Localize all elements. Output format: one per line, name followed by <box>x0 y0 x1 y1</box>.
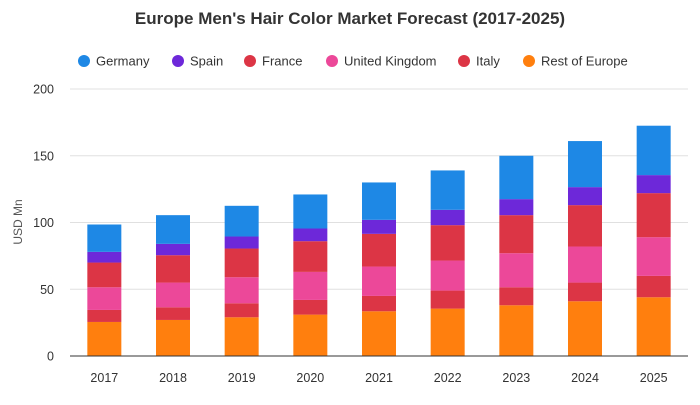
bar-france-2020[interactable] <box>293 241 328 272</box>
bar-rest-of-europe-2022[interactable] <box>430 308 465 356</box>
bar-germany-2023[interactable] <box>499 155 534 200</box>
bar-italy-2021[interactable] <box>362 295 396 312</box>
legend-marker-germany[interactable] <box>78 55 90 67</box>
bar-united-kingdom-2024[interactable] <box>568 246 602 283</box>
legend-label-rest-of-europe[interactable]: Rest of Europe <box>541 54 628 69</box>
legend: Germany Spain France United Kingdom Italy Res… <box>78 54 628 69</box>
bar-france-2024[interactable] <box>568 205 602 247</box>
bars <box>87 125 671 356</box>
x-tick-label-2019: 2019 <box>228 371 256 385</box>
legend-marker-italy[interactable] <box>458 55 470 67</box>
x-tick-label-2024: 2024 <box>571 371 599 385</box>
legend-label-france[interactable]: France <box>262 54 302 69</box>
legend-marker-spain[interactable] <box>172 55 184 67</box>
bar-united-kingdom-2019[interactable] <box>224 277 259 304</box>
bar-rest-of-europe-2020[interactable] <box>293 314 328 356</box>
bar-italy-2019[interactable] <box>224 303 259 318</box>
axes: 2017 2018 2019 2020 2021 2022 2023 2024 2025 <box>70 355 688 385</box>
bar-rest-of-europe-2024[interactable] <box>568 301 602 356</box>
bar-france-2021[interactable] <box>362 233 396 267</box>
bar-germany-2021[interactable] <box>362 182 396 220</box>
bar-italy-2022[interactable] <box>430 290 465 309</box>
legend-label-germany[interactable]: Germany <box>96 54 150 69</box>
chart-title: Europe Men's Hair Color Market Forecast … <box>135 9 565 28</box>
bar-united-kingdom-2021[interactable] <box>362 266 396 296</box>
bar-rest-of-europe-2018[interactable] <box>156 319 190 356</box>
bar-rest-of-europe-2025[interactable] <box>636 297 671 356</box>
bar-france-2025[interactable] <box>636 193 671 238</box>
bar-italy-2024[interactable] <box>568 282 602 302</box>
bar-rest-of-europe-2021[interactable] <box>362 311 396 356</box>
y-tick-label-50: 50 <box>40 283 54 297</box>
legend-label-united-kingdom[interactable]: United Kingdom <box>344 54 437 69</box>
bar-italy-2018[interactable] <box>156 307 190 320</box>
bar-united-kingdom-2023[interactable] <box>499 253 534 288</box>
bar-spain-2024[interactable] <box>568 187 602 206</box>
bar-france-2023[interactable] <box>499 215 534 254</box>
bar-germany-2018[interactable] <box>156 215 190 244</box>
bar-spain-2018[interactable] <box>156 243 190 256</box>
y-tick-label-100: 100 <box>33 216 54 230</box>
x-tick-label-2022: 2022 <box>434 371 462 385</box>
y-tick-label-0: 0 <box>47 350 54 364</box>
bar-rest-of-europe-2019[interactable] <box>224 317 259 356</box>
legend-marker-france[interactable] <box>244 55 256 67</box>
bar-germany-2019[interactable] <box>224 205 259 237</box>
bar-france-2017[interactable] <box>87 262 122 288</box>
bar-germany-2022[interactable] <box>430 170 465 210</box>
bar-united-kingdom-2020[interactable] <box>293 271 328 300</box>
bar-rest-of-europe-2017[interactable] <box>87 321 122 356</box>
bar-spain-2020[interactable] <box>293 228 328 242</box>
bar-italy-2023[interactable] <box>499 287 534 306</box>
bar-germany-2024[interactable] <box>568 141 602 188</box>
legend-marker-united-kingdom[interactable] <box>326 55 338 67</box>
bar-germany-2020[interactable] <box>293 194 328 229</box>
bar-italy-2017[interactable] <box>87 309 122 322</box>
legend-marker-rest-of-europe[interactable] <box>523 55 535 67</box>
bar-italy-2020[interactable] <box>293 299 328 315</box>
bar-rest-of-europe-2023[interactable] <box>499 305 534 356</box>
x-tick-label-2017: 2017 <box>90 371 118 385</box>
x-tick-label-2023: 2023 <box>502 371 530 385</box>
bar-united-kingdom-2018[interactable] <box>156 282 190 308</box>
x-tick-label-2018: 2018 <box>159 371 187 385</box>
bar-spain-2025[interactable] <box>636 175 671 194</box>
x-tick-label-2020: 2020 <box>296 371 324 385</box>
legend-label-italy[interactable]: Italy <box>476 54 500 69</box>
bar-germany-2017[interactable] <box>87 224 122 252</box>
bar-spain-2022[interactable] <box>430 209 465 226</box>
bar-united-kingdom-2017[interactable] <box>87 287 122 310</box>
bar-france-2022[interactable] <box>430 225 465 261</box>
bar-spain-2023[interactable] <box>499 199 534 216</box>
x-tick-label-2025: 2025 <box>640 371 668 385</box>
bar-spain-2021[interactable] <box>362 219 396 234</box>
bar-france-2018[interactable] <box>156 255 190 283</box>
x-tick-label-2021: 2021 <box>365 371 393 385</box>
bar-italy-2025[interactable] <box>636 275 671 298</box>
bar-spain-2019[interactable] <box>224 236 259 249</box>
bar-germany-2025[interactable] <box>636 125 671 176</box>
bar-spain-2017[interactable] <box>87 251 122 263</box>
bar-united-kingdom-2025[interactable] <box>636 237 671 276</box>
y-tick-label-150: 150 <box>33 149 54 163</box>
bar-france-2019[interactable] <box>224 248 259 278</box>
bar-united-kingdom-2022[interactable] <box>430 260 465 291</box>
legend-label-spain[interactable]: Spain <box>190 54 223 69</box>
y-tick-label-200: 200 <box>33 83 54 97</box>
y-axis-label: USD Mn <box>11 199 25 244</box>
